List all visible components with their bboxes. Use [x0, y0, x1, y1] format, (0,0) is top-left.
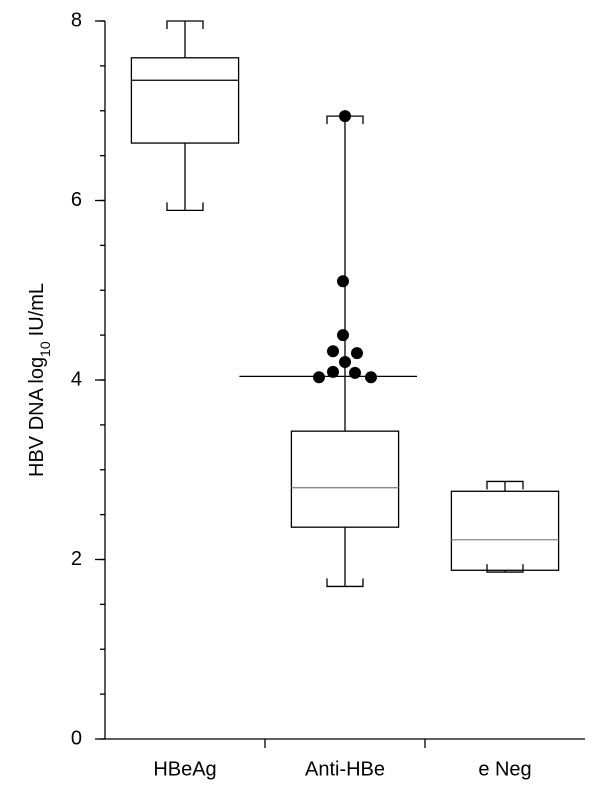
- outlier: [327, 345, 339, 358]
- y-axis-label: HBV DNA log10 IU/mL: [26, 283, 52, 477]
- x-tick-label: e Neg: [478, 758, 531, 780]
- outlier: [349, 366, 361, 379]
- x-tick-label: HBeAg: [153, 758, 216, 780]
- whisker-cap: [166, 202, 204, 212]
- x-tick-label: Anti-HBe: [305, 758, 385, 780]
- y-tick-label: 0: [71, 727, 82, 749]
- box: [290, 430, 400, 528]
- outlier: [339, 110, 351, 123]
- whisker-cap: [486, 564, 524, 573]
- outlier: [327, 365, 339, 378]
- whisker-cap: [326, 578, 364, 588]
- y-tick-label: 2: [71, 548, 82, 570]
- whisker-cap: [166, 20, 204, 29]
- outlier: [339, 356, 351, 369]
- box: [450, 490, 560, 571]
- outlier: [337, 275, 349, 288]
- whisker-cap: [486, 480, 524, 490]
- y-tick-label: 8: [71, 9, 82, 31]
- outlier: [351, 347, 363, 360]
- outlier: [337, 329, 349, 342]
- outlier: [365, 371, 377, 384]
- y-axis-label-part: HBV DNA log: [26, 357, 48, 477]
- y-tick-label: 6: [71, 189, 82, 211]
- y-tick-label: 4: [71, 368, 82, 390]
- y-axis-label-part: IU/mL: [26, 283, 48, 336]
- y-axis-label-part: 10: [37, 341, 53, 357]
- box: [130, 57, 240, 144]
- outlier: [313, 371, 325, 384]
